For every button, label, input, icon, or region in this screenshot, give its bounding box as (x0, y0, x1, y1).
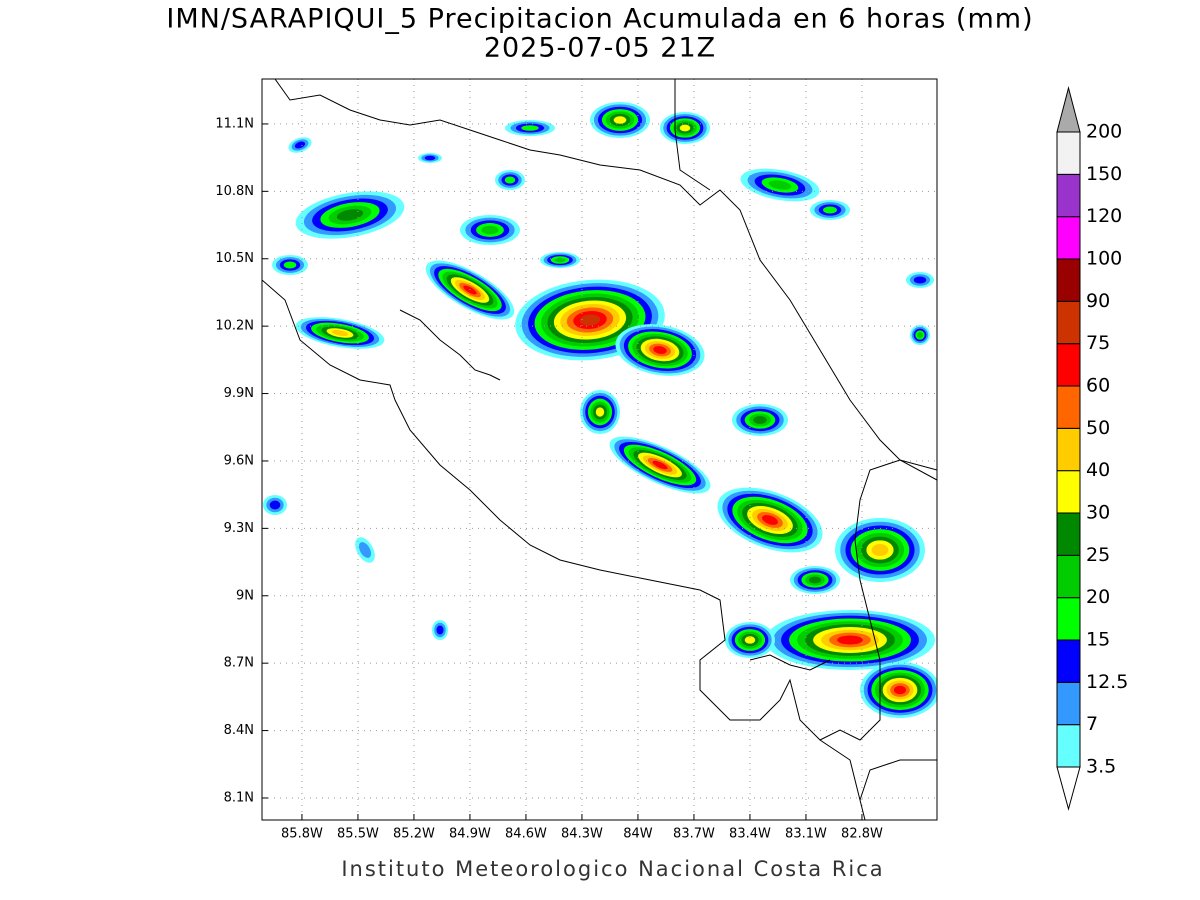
precip-area (504, 176, 516, 184)
colorbar-label: 15 (1086, 629, 1110, 651)
colorbar-label: 20 (1086, 586, 1110, 608)
colorbar-label: 3.5 (1086, 756, 1116, 778)
precip-area (768, 180, 792, 190)
precip-area (893, 685, 907, 695)
x-tick-label: 84W (623, 827, 653, 842)
precip-area (436, 625, 444, 635)
x-tick-label: 83.4W (729, 827, 771, 842)
precip-area (652, 460, 668, 470)
colorbar-label: 150 (1086, 163, 1122, 185)
precip-area (762, 515, 778, 525)
colorbar-segment (1056, 470, 1081, 514)
colorbar-segment (1056, 554, 1081, 599)
colorbar-segment (1056, 173, 1081, 218)
precip-area (595, 407, 605, 417)
precip-area (269, 500, 281, 510)
precip-area (808, 576, 822, 584)
map-title: IMN/SARAPIQUI_5 Precipitacion Acumulada … (166, 4, 1033, 35)
coastline (274, 79, 937, 481)
y-tick-label: 9N (236, 588, 254, 603)
colorbar-label: 120 (1086, 205, 1122, 227)
colorbar-label: 60 (1086, 375, 1110, 397)
colorbar-label: 30 (1086, 502, 1110, 524)
colorbar-segment (1056, 216, 1081, 260)
y-tick-label: 9.3N (224, 521, 254, 536)
precip-area (331, 330, 349, 336)
precip-area (613, 116, 627, 124)
y-tick-label: 8.7N (224, 656, 254, 671)
x-tick-label: 83.7W (673, 827, 715, 842)
precip-area (823, 206, 837, 214)
colorbar-segment (1056, 639, 1081, 683)
precip-area (871, 544, 889, 556)
colorbar-label: 200 (1086, 121, 1122, 143)
colorbar-over (1056, 86, 1081, 133)
colorbar-label: 90 (1086, 290, 1110, 312)
colorbar-label: 50 (1086, 417, 1110, 439)
colorbar-label: 7 (1086, 713, 1098, 735)
colorbar-segment (1056, 300, 1081, 345)
x-tick-label: 85.5W (337, 827, 379, 842)
x-tick-label: 85.2W (393, 827, 435, 842)
y-tick-label: 10.2N (215, 319, 254, 334)
precip-area (753, 416, 767, 424)
coastline (819, 459, 937, 741)
y-tick-label: 9.9N (224, 386, 254, 401)
precip-area (917, 332, 923, 338)
colorbar-label: 100 (1086, 248, 1122, 270)
y-tick-label: 10.8N (215, 184, 254, 199)
colorbar-segment (1056, 512, 1081, 556)
precip-area (294, 141, 306, 149)
y-tick-label: 8.1N (224, 790, 254, 805)
y-tick-label: 11.1N (215, 116, 254, 131)
x-tick-label: 84.9W (449, 827, 491, 842)
x-tick-label: 85.8W (281, 827, 323, 842)
colorbar-under (1056, 766, 1081, 811)
y-tick-label: 8.4N (224, 723, 254, 738)
colorbar-segment (1056, 597, 1081, 641)
precip-area (424, 155, 436, 161)
precip-area (481, 225, 499, 235)
coastlines (262, 79, 937, 820)
y-tick-label: 10.5N (215, 251, 254, 266)
x-tick-label: 83.1W (785, 827, 827, 842)
precip-area (358, 542, 372, 558)
colorbar-segment (1056, 343, 1081, 387)
precip-area (336, 209, 364, 221)
precip-area (837, 635, 863, 645)
precip-area (679, 124, 691, 132)
colorbar-segment (1056, 681, 1081, 726)
footer: Instituto Meteorologico Nacional Costa R… (341, 857, 884, 881)
precip-area (913, 276, 927, 284)
precipitation-field (263, 102, 937, 718)
precip-area (283, 261, 297, 269)
colorbar-segment (1056, 427, 1081, 472)
coastline (859, 759, 937, 801)
colorbar-segment (1056, 724, 1081, 768)
precip-area (579, 314, 601, 326)
coastline (262, 279, 866, 820)
precip-area (521, 125, 539, 131)
precip-area (653, 346, 667, 354)
colorbar-segment (1056, 131, 1081, 175)
colorbar-label: 12.5 (1086, 671, 1128, 693)
colorbar-label: 40 (1086, 459, 1110, 481)
precip-area (744, 636, 756, 644)
x-tick-label: 84.3W (561, 827, 603, 842)
map-subtitle: 2025-07-05 21Z (484, 33, 716, 64)
colorbar-label: 75 (1086, 332, 1110, 354)
y-tick-label: 9.6N (224, 453, 254, 468)
colorbar: 3.5 7 12.5 15 20 25 30 40 50 60 75 90 100 120 150 200 (1056, 86, 1128, 811)
x-tick-label: 82.8W (841, 827, 883, 842)
x-tick-label: 84.6W (505, 827, 547, 842)
coastline (674, 79, 711, 191)
coastline (399, 309, 501, 381)
grid: 85.8W 85.5W 85.2W 84.9W 84.6W 84.3W 84W 83.7W 83… (215, 79, 937, 842)
colorbar-label: 25 (1086, 544, 1110, 566)
colorbar-segment (1056, 385, 1081, 429)
colorbar-segment (1056, 258, 1081, 302)
coastline (749, 654, 831, 671)
map-frame (261, 78, 938, 821)
